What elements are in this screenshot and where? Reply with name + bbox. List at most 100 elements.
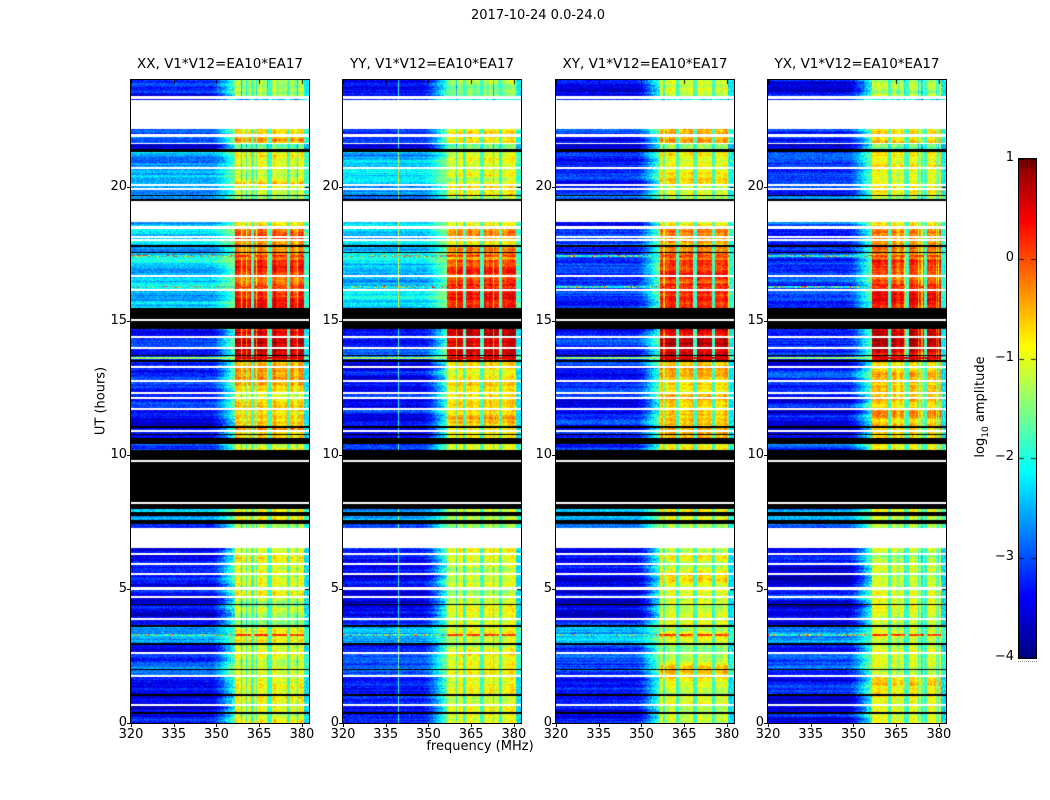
y-tick-mark — [127, 321, 130, 323]
panel-title: XY, V1*V12=EA10*EA17 — [562, 56, 728, 72]
x-tick-mark — [259, 724, 261, 727]
x-tick-mark — [471, 724, 473, 727]
y-tick-label: 0 — [755, 715, 764, 730]
x-tick-mark — [343, 724, 344, 727]
colorbar-tick-label: −2 — [994, 449, 1014, 465]
x-tick-mark — [684, 724, 686, 727]
y-tick-label: 15 — [322, 313, 339, 329]
x-tick-mark — [768, 724, 769, 727]
x-tick-label: 335 — [161, 727, 187, 742]
spectrogram-panel-xx — [130, 79, 310, 724]
y-tick-label: 5 — [543, 581, 552, 597]
colorbar — [1018, 158, 1037, 659]
colorbar-tick-label: −1 — [994, 349, 1014, 365]
x-tick-label: 350 — [841, 727, 866, 742]
y-tick-mark — [552, 589, 555, 591]
x-tick-label: 350 — [204, 727, 229, 742]
x-tick-mark — [598, 724, 600, 727]
x-tick-label: 365 — [246, 727, 272, 742]
x-tick-label: 350 — [416, 727, 441, 742]
y-tick-mark — [127, 187, 130, 189]
x-tick-mark — [853, 724, 855, 727]
x-tick-mark — [216, 724, 218, 727]
y-tick-mark — [127, 589, 130, 591]
spectrogram-panel-yx — [767, 79, 947, 724]
x-tick-label: 380 — [926, 727, 952, 742]
y-tick-label: 15 — [747, 313, 764, 329]
x-tick-label: 335 — [798, 727, 824, 742]
x-tick-mark — [131, 724, 132, 727]
x-tick-label: 335 — [373, 727, 399, 742]
x-tick-mark — [385, 724, 387, 727]
x-tick-label: 380 — [501, 727, 527, 742]
x-tick-mark — [896, 724, 898, 727]
colorbar-tick-label: −3 — [994, 549, 1014, 565]
colorbar-tick-label: −4 — [994, 649, 1014, 664]
y-tick-label: 15 — [110, 313, 127, 329]
colorbar-dotted-edge — [1018, 661, 1037, 662]
y-tick-label: 20 — [747, 179, 764, 195]
x-tick-mark — [301, 724, 303, 727]
colorbar-label: log10 amplitude — [973, 356, 991, 457]
y-tick-label: 5 — [755, 581, 764, 597]
y-tick-label: 0 — [118, 715, 127, 730]
y-tick-mark — [764, 187, 767, 189]
y-tick-label: 20 — [322, 179, 339, 195]
y-tick-label: 5 — [118, 581, 127, 597]
y-tick-mark — [764, 723, 767, 724]
y-tick-mark — [339, 455, 342, 457]
x-tick-mark — [556, 724, 557, 727]
y-tick-mark — [339, 187, 342, 189]
x-tick-mark — [641, 724, 643, 727]
y-tick-label: 0 — [543, 715, 552, 730]
x-tick-mark — [726, 724, 728, 727]
colorbar-tick-label: 1 — [1005, 150, 1014, 165]
panel-title: XX, V1*V12=EA10*EA17 — [136, 56, 304, 72]
colorbar-tick-label: 0 — [1005, 249, 1014, 265]
x-tick-label: 380 — [289, 727, 315, 742]
y-tick-label: 10 — [535, 447, 552, 463]
y-tick-mark — [339, 723, 342, 724]
x-axis-label: frequency (MHz) — [426, 739, 534, 754]
x-tick-label: 365 — [458, 727, 484, 742]
y-tick-mark — [127, 723, 130, 724]
y-tick-label: 15 — [535, 313, 552, 329]
x-tick-mark — [173, 724, 175, 727]
x-tick-label: 320 — [118, 727, 144, 742]
colorbar-label-sub: 10 — [980, 426, 991, 438]
y-tick-mark — [552, 455, 555, 457]
colorbar-label-prefix: log — [973, 437, 989, 458]
x-tick-label: 320 — [330, 727, 356, 742]
x-tick-label: 365 — [883, 727, 909, 742]
x-tick-mark — [938, 724, 940, 727]
y-tick-label: 10 — [110, 447, 127, 463]
y-tick-mark — [552, 187, 555, 189]
panel-title: YX, V1*V12=EA10*EA17 — [774, 56, 940, 72]
x-tick-label: 320 — [543, 727, 569, 742]
spectrogram-panel-xy — [555, 79, 735, 724]
y-tick-mark — [764, 589, 767, 591]
y-tick-mark — [127, 455, 130, 457]
y-axis-label: UT (hours) — [93, 366, 109, 436]
colorbar-label-suffix: amplitude — [973, 356, 989, 427]
x-tick-mark — [513, 724, 515, 727]
x-tick-label: 320 — [755, 727, 781, 742]
y-tick-mark — [339, 321, 342, 323]
y-tick-label: 10 — [747, 447, 764, 463]
x-tick-mark — [810, 724, 812, 727]
y-tick-label: 0 — [330, 715, 339, 730]
figure-title: 2017-10-24 0.0-24.0 — [471, 8, 605, 23]
x-tick-label: 350 — [629, 727, 654, 742]
y-tick-mark — [552, 321, 555, 323]
x-tick-label: 335 — [586, 727, 612, 742]
spectrogram-panel-yy — [342, 79, 522, 724]
y-tick-mark — [764, 321, 767, 323]
y-tick-mark — [764, 455, 767, 457]
y-tick-label: 5 — [330, 581, 339, 597]
panel-title: YY, V1*V12=EA10*EA17 — [349, 56, 515, 72]
x-tick-label: 365 — [671, 727, 697, 742]
y-tick-mark — [339, 589, 342, 591]
y-tick-label: 10 — [322, 447, 339, 463]
y-tick-label: 20 — [535, 179, 552, 195]
